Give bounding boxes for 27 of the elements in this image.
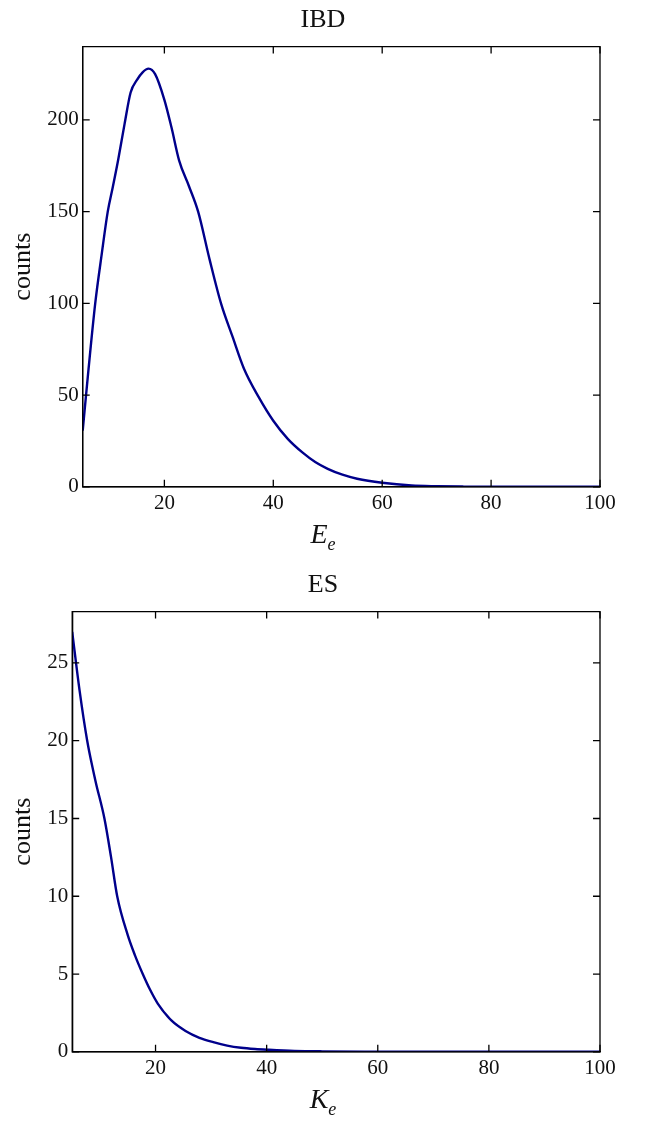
y-tick-label: 50 bbox=[57, 381, 79, 406]
y-tick-label: 10 bbox=[47, 882, 69, 907]
x-tick-label: 100 bbox=[584, 1054, 616, 1079]
y-tick-label: 20 bbox=[47, 727, 69, 752]
x-tick-label: 40 bbox=[262, 489, 284, 514]
y-tick-label: 150 bbox=[47, 198, 79, 223]
x-axis-title: K$_{e}$ bbox=[308, 1083, 338, 1120]
y-tick-label: 100 bbox=[47, 289, 79, 314]
chart-title: ES bbox=[306, 569, 340, 599]
y-axis-title: counts bbox=[7, 232, 37, 301]
y-tick-label: 0 bbox=[68, 473, 79, 498]
x-tick-label: 60 bbox=[371, 489, 393, 514]
x-tick-label: 20 bbox=[145, 1054, 167, 1079]
x-tick-label: 80 bbox=[478, 1054, 500, 1079]
x-tick-label: 80 bbox=[480, 489, 502, 514]
x-axis-title: E$_{e}$ bbox=[309, 518, 337, 555]
x-tick-label: 40 bbox=[256, 1054, 278, 1079]
chart-title: IBD bbox=[299, 4, 347, 34]
y-tick-label: 0 bbox=[57, 1038, 69, 1063]
x-tick-label: 20 bbox=[153, 489, 175, 514]
y-tick-label: 200 bbox=[47, 106, 79, 131]
x-tick-label: 100 bbox=[584, 489, 616, 514]
y-tick-label: 15 bbox=[47, 804, 69, 829]
y-tick-label: 25 bbox=[47, 649, 69, 674]
y-axis-title: counts bbox=[7, 797, 37, 866]
x-tick-label: 60 bbox=[367, 1054, 389, 1079]
y-tick-label: 5 bbox=[57, 960, 69, 985]
